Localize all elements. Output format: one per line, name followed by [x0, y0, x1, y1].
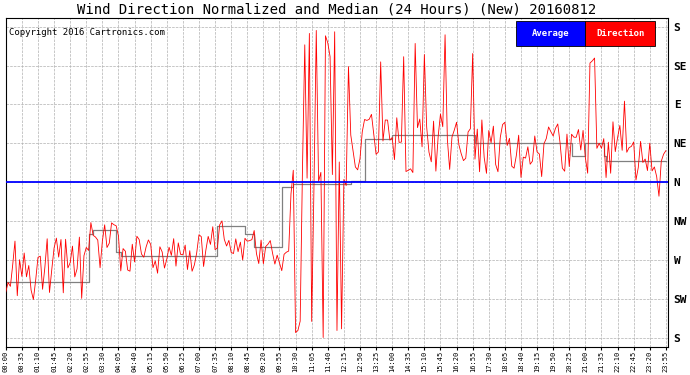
Bar	[516, 21, 585, 46]
Title: Wind Direction Normalized and Median (24 Hours) (New) 20160812: Wind Direction Normalized and Median (24…	[77, 3, 597, 17]
Bar	[585, 21, 655, 46]
Text: Average: Average	[532, 29, 569, 38]
Text: Copyright 2016 Cartronics.com: Copyright 2016 Cartronics.com	[9, 28, 165, 37]
Text: Direction: Direction	[596, 29, 644, 38]
